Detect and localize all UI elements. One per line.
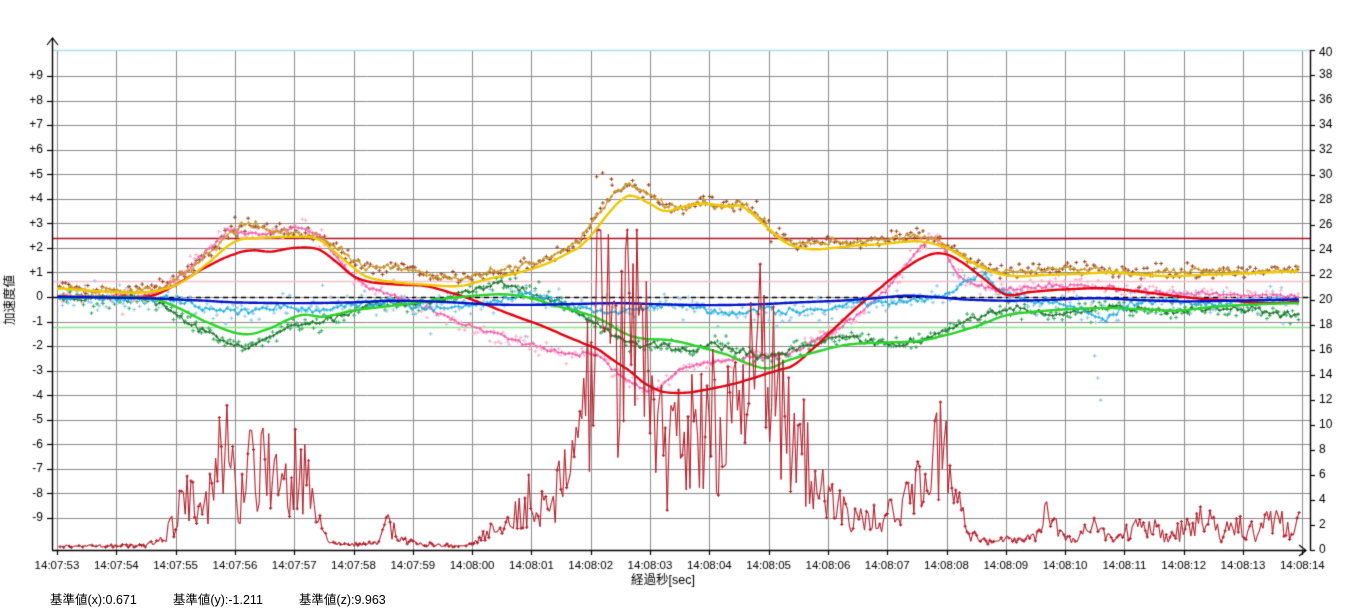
baseline-y-value: 基準値(y):-1.211 bbox=[172, 593, 263, 607]
baseline-x-value: 基準値(x):0.671 bbox=[50, 593, 137, 607]
baseline-footer: 基準値(x):0.671 基準値(y):-1.211 基準値(z):9.963 bbox=[50, 589, 386, 608]
baseline-z-value: 基準値(z):9.963 bbox=[298, 593, 386, 607]
